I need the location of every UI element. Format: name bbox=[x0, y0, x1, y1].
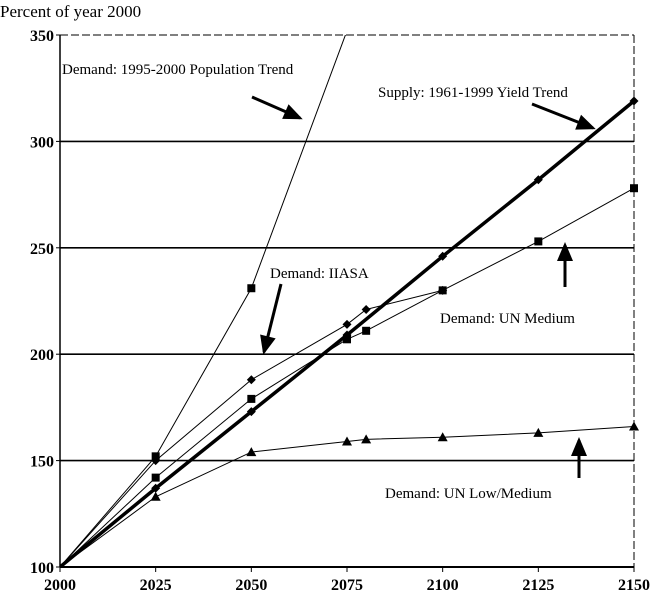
arrow-un-low-medium-icon-head bbox=[571, 437, 587, 456]
square-marker bbox=[247, 394, 256, 403]
square-marker bbox=[343, 335, 351, 344]
triangle-marker bbox=[361, 434, 372, 444]
square-marker bbox=[534, 237, 543, 246]
triangle-marker bbox=[629, 421, 639, 431]
annotation-yield-trend: Supply: 1961-1999 Yield Trend bbox=[378, 85, 568, 101]
annotation-un-low-medium: Demand: UN Low/Medium bbox=[385, 486, 552, 502]
series-line-0 bbox=[60, 35, 346, 568]
triangle-marker bbox=[437, 432, 448, 442]
diamond-marker bbox=[246, 407, 256, 417]
diamond-marker bbox=[361, 305, 371, 315]
diamond-marker bbox=[629, 96, 639, 106]
square-marker bbox=[151, 473, 160, 482]
annotation-un-medium: Demand: UN Medium bbox=[440, 311, 575, 327]
diamond-marker bbox=[342, 319, 352, 329]
annotation-population-trend: Demand: 1995-2000 Population Trend bbox=[62, 62, 294, 78]
x-tick-label: 2100 bbox=[427, 577, 459, 594]
y-tick-label: 250 bbox=[30, 241, 54, 258]
arrow-un-medium-icon-head bbox=[557, 242, 573, 261]
y-tick-label: 350 bbox=[30, 28, 54, 45]
triangle-marker bbox=[342, 436, 352, 446]
y-tick-label: 200 bbox=[30, 347, 54, 364]
square-marker bbox=[247, 284, 256, 293]
diamond-marker bbox=[151, 483, 161, 493]
diamond-marker bbox=[438, 251, 448, 261]
x-tick-label: 2125 bbox=[522, 577, 554, 594]
square-marker bbox=[438, 286, 447, 295]
diamond-marker bbox=[246, 375, 256, 385]
diamond-marker bbox=[533, 175, 543, 185]
square-marker bbox=[630, 184, 638, 193]
triangle-marker bbox=[246, 447, 257, 457]
arrow-yield-icon-head bbox=[575, 114, 596, 130]
series-line-3 bbox=[60, 187, 635, 568]
diamond-marker bbox=[151, 456, 161, 466]
annotation-iiasa: Demand: IIASA bbox=[270, 266, 369, 282]
series-line-2 bbox=[60, 289, 443, 568]
series-line-4 bbox=[60, 426, 635, 568]
arrow-iiasa-icon-head bbox=[260, 334, 276, 355]
y-axis-label: Percent of year 2000 bbox=[0, 2, 141, 21]
x-tick-label: 2150 bbox=[618, 577, 650, 594]
triangle-marker bbox=[150, 491, 161, 501]
x-tick-label: 2025 bbox=[140, 577, 172, 594]
y-tick-label: 300 bbox=[30, 134, 54, 151]
y-tick-label: 100 bbox=[30, 560, 54, 577]
arrow-population-icon-head bbox=[282, 104, 303, 120]
y-tick-label: 150 bbox=[30, 454, 54, 471]
square-marker bbox=[362, 326, 371, 335]
triangle-marker bbox=[533, 427, 544, 437]
x-tick-label: 2075 bbox=[331, 577, 363, 594]
x-tick-label: 2000 bbox=[44, 577, 76, 594]
x-tick-label: 2050 bbox=[235, 577, 267, 594]
